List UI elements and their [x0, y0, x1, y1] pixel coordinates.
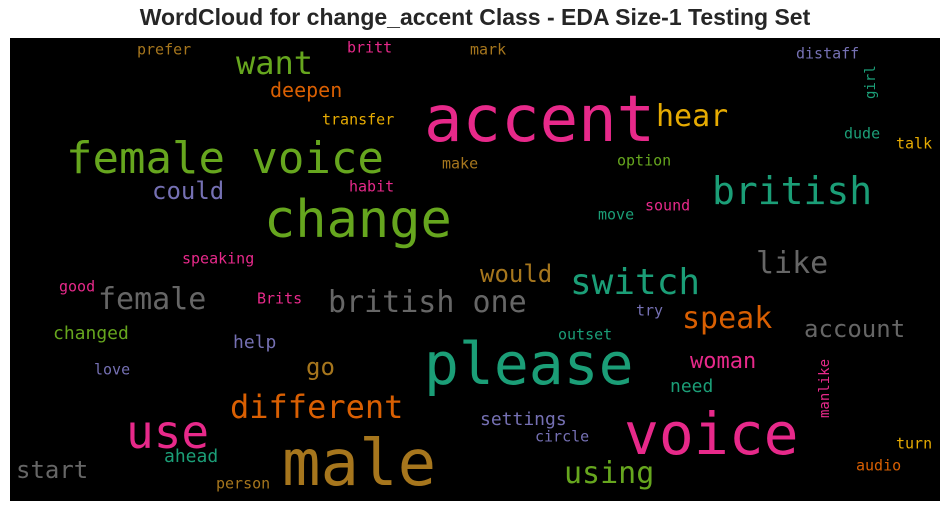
- word-habit: habit: [349, 177, 395, 196]
- word-female-voice: female voice: [66, 133, 384, 184]
- word-try: try: [636, 301, 664, 320]
- word-speak: speak: [682, 301, 773, 336]
- word-move: move: [598, 205, 635, 224]
- word-manlike: manlike: [817, 358, 833, 418]
- word-help: help: [233, 332, 277, 353]
- word-girl: girl: [863, 65, 879, 99]
- word-settings: settings: [480, 409, 567, 430]
- word-using: using: [564, 456, 655, 491]
- word-person: person: [216, 474, 271, 493]
- word-changed: changed: [53, 323, 129, 344]
- word-brits: Brits: [257, 289, 303, 308]
- word-outset: outset: [558, 325, 613, 344]
- word-female: female: [98, 282, 207, 317]
- word-audio: audio: [856, 456, 902, 475]
- word-circle: circle: [535, 427, 590, 446]
- word-mark: mark: [470, 40, 507, 59]
- word-switch: switch: [570, 262, 701, 303]
- word-ahead: ahead: [164, 446, 219, 467]
- word-option: option: [617, 151, 672, 170]
- word-like: like: [756, 246, 829, 281]
- word-please: please: [424, 330, 634, 398]
- word-need: need: [670, 376, 714, 397]
- word-transfer: transfer: [322, 110, 395, 129]
- word-dude: dude: [844, 124, 881, 143]
- word-make: make: [442, 154, 479, 173]
- word-woman: woman: [690, 349, 757, 374]
- word-british: british: [712, 169, 873, 213]
- word-distaff: distaff: [796, 44, 860, 63]
- wordcloud-canvas: accent male voice please change female v…: [10, 38, 940, 501]
- word-male: male: [282, 427, 437, 501]
- word-could: could: [152, 177, 225, 205]
- word-love: love: [94, 360, 131, 379]
- word-talk: talk: [896, 134, 933, 153]
- word-speaking: speaking: [182, 249, 255, 268]
- word-want: want: [236, 44, 314, 82]
- word-voice: voice: [624, 400, 799, 468]
- word-use: use: [126, 405, 210, 459]
- chart-title: WordCloud for change_accent Class - EDA …: [139, 4, 811, 30]
- word-change: change: [264, 190, 452, 250]
- word-account: account: [804, 315, 906, 343]
- word-prefer: prefer: [137, 40, 192, 59]
- word-turn: turn: [896, 434, 933, 453]
- word-start: start: [16, 456, 89, 484]
- word-go: go: [306, 353, 335, 381]
- word-good: good: [59, 277, 96, 296]
- word-deepen: deepen: [270, 78, 343, 102]
- word-would: would: [480, 260, 553, 288]
- word-hear: hear: [656, 99, 729, 134]
- word-different: different: [230, 388, 404, 426]
- word-sound: sound: [645, 196, 691, 215]
- word-britt: britt: [347, 38, 393, 57]
- word-british-one: british one: [328, 285, 527, 320]
- word-accent: accent: [424, 83, 656, 157]
